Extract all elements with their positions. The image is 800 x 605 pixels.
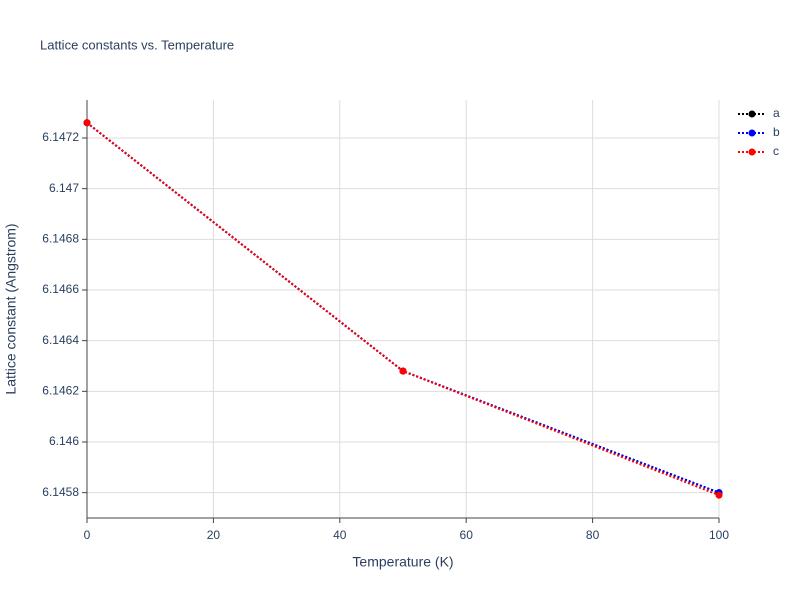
x-tick-label: 0 — [84, 528, 91, 542]
y-tick-label: 6.1462 — [42, 384, 79, 398]
y-tick-label: 6.146 — [49, 434, 79, 448]
x-axis-title: Temperature (K) — [352, 554, 453, 570]
y-tick-label: 6.147 — [49, 181, 79, 195]
legend-marker — [748, 129, 756, 137]
legend-label: b — [773, 125, 780, 139]
legend-label: c — [773, 144, 779, 158]
x-tick-label: 20 — [207, 528, 221, 542]
series-line — [86, 122, 720, 494]
y-tick-label: 6.1464 — [42, 333, 79, 347]
y-tick-label: 6.1468 — [42, 232, 79, 246]
y-tick-label: 6.1458 — [42, 485, 79, 499]
y-axis-title: Lattice constant (Angstrom) — [3, 223, 19, 394]
series-line — [86, 122, 720, 497]
chart-title: Lattice constants vs. Temperature — [40, 37, 234, 52]
x-tick-label: 60 — [460, 528, 474, 542]
x-tick-label: 100 — [709, 528, 729, 542]
x-tick-label: 40 — [333, 528, 347, 542]
y-tick-label: 6.1466 — [42, 282, 79, 296]
data-point — [399, 367, 407, 375]
series-line — [86, 122, 720, 494]
y-tick-label: 6.1472 — [42, 130, 79, 144]
legend-marker — [748, 148, 756, 156]
legend-marker — [748, 110, 756, 118]
legend-label: a — [773, 106, 780, 120]
data-point — [715, 491, 723, 499]
x-tick-label: 80 — [586, 528, 600, 542]
data-point — [83, 119, 91, 127]
